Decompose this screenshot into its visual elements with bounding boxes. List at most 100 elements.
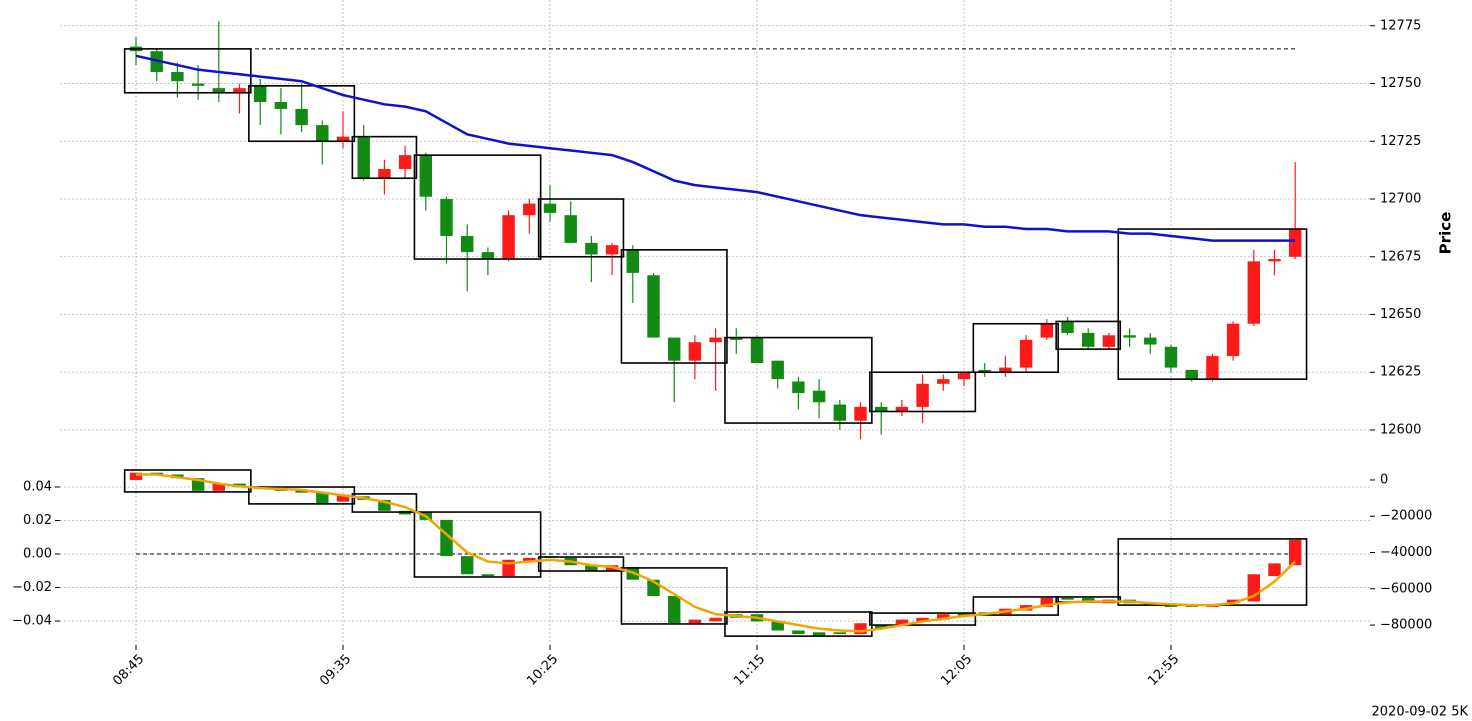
- candle-body: [937, 379, 950, 384]
- candle-body: [398, 155, 412, 169]
- candle-body: [647, 275, 660, 338]
- candle-body: [1268, 259, 1281, 262]
- y2-tick-label: −80000: [1380, 618, 1432, 633]
- zone-box: [123, 48, 252, 94]
- candle-body: [709, 337, 722, 343]
- candle-body: [129, 472, 143, 480]
- candle-body: [750, 337, 764, 363]
- candle-body: [378, 499, 391, 511]
- candle-body: [667, 596, 681, 624]
- candle-body: [833, 404, 847, 421]
- y-tick-label: −0.04: [12, 614, 52, 629]
- candle-body: [295, 490, 308, 493]
- candle-body: [895, 619, 909, 626]
- candle-body: [1185, 369, 1198, 380]
- y-axis-title: Price: [1437, 212, 1455, 255]
- x-tick-label: 10:25: [524, 652, 561, 689]
- candle-body: [191, 83, 205, 86]
- y-tick-label: 12775: [1380, 18, 1421, 33]
- zone-box: [972, 596, 1059, 616]
- candle-body: [854, 406, 867, 421]
- candle-body: [874, 625, 888, 629]
- signal-line: [136, 473, 1297, 633]
- candle-body: [874, 406, 888, 412]
- candle-body: [378, 168, 391, 179]
- candle-body: [688, 619, 702, 624]
- candle-body: [1268, 563, 1281, 577]
- candle-body: [999, 367, 1012, 373]
- candle-body: [1040, 323, 1054, 338]
- y-tick-label: 12650: [1380, 307, 1421, 322]
- candle-body: [440, 519, 453, 557]
- candle-body: [1102, 335, 1116, 347]
- candle-body: [1019, 339, 1033, 368]
- candle-body: [212, 88, 226, 93]
- candle-body: [854, 623, 867, 635]
- zone-box: [620, 249, 728, 364]
- y-tick-label: 12625: [1380, 365, 1421, 380]
- candle-body: [316, 492, 329, 504]
- candle-body: [792, 381, 805, 394]
- zone-box: [248, 486, 356, 505]
- candle-body: [336, 494, 350, 502]
- y-tick-label: 12675: [1380, 249, 1421, 264]
- zone-box: [724, 336, 873, 424]
- zone-box: [869, 371, 977, 413]
- y-tick-label: 0.00: [23, 547, 52, 562]
- candle-body: [1061, 321, 1074, 333]
- candle-body: [481, 574, 495, 577]
- candle-body: [357, 136, 370, 179]
- footer: 2020-09-02 5K: [1372, 705, 1469, 720]
- candle-body: [688, 342, 702, 361]
- y-tick-label: 12750: [1380, 76, 1421, 91]
- candle-body: [1061, 597, 1074, 600]
- candle-body: [937, 614, 950, 620]
- candle-body: [667, 337, 681, 361]
- zone-box: [413, 511, 542, 578]
- candle-body: [585, 565, 598, 571]
- candle-body: [171, 71, 184, 82]
- candle-body: [957, 372, 971, 380]
- candle-body: [730, 337, 743, 340]
- zone-box: [1055, 320, 1122, 350]
- candle-body: [253, 85, 267, 103]
- candle-body: [523, 203, 536, 216]
- candle-body: [709, 617, 722, 622]
- y2-tick-label: −20000: [1380, 509, 1432, 524]
- candle-body: [440, 199, 453, 236]
- candle-body: [1164, 605, 1178, 607]
- zone-box: [248, 85, 356, 143]
- zone-box: [351, 135, 418, 180]
- candle-body: [1144, 337, 1157, 345]
- candle-body: [460, 556, 474, 575]
- candle-body: [1288, 229, 1302, 257]
- zone-box: [413, 154, 542, 260]
- x-tick-label: 09:35: [317, 652, 354, 689]
- candle-body: [481, 252, 495, 260]
- candle-body: [626, 249, 640, 273]
- candle-body: [957, 612, 971, 616]
- moving-average-line: [135, 54, 1296, 242]
- candle-body: [523, 557, 536, 562]
- zone-box: [972, 322, 1059, 374]
- candle-body: [1081, 597, 1095, 602]
- y-tick-label: 12700: [1380, 192, 1421, 207]
- zone-box: [1117, 228, 1308, 380]
- y2-tick-label: −60000: [1380, 581, 1432, 596]
- y-tick-label: 12600: [1380, 422, 1421, 437]
- y2-tick-label: 0: [1380, 472, 1388, 487]
- y-tick-label: 12725: [1380, 134, 1421, 149]
- candle-body: [605, 245, 619, 255]
- zone-box: [537, 198, 625, 258]
- y-tick-label: −0.02: [12, 580, 52, 595]
- candle-body: [1288, 539, 1302, 566]
- y-tick-label: 0.02: [23, 513, 52, 528]
- candle-body: [1040, 597, 1054, 607]
- zone-box: [351, 493, 418, 513]
- x-tick-label: 12:05: [938, 652, 975, 689]
- candle-body: [916, 617, 929, 622]
- candle-body: [1226, 599, 1240, 604]
- candle-body: [1247, 261, 1261, 324]
- candle-body: [1164, 346, 1178, 368]
- candle-body: [316, 125, 329, 142]
